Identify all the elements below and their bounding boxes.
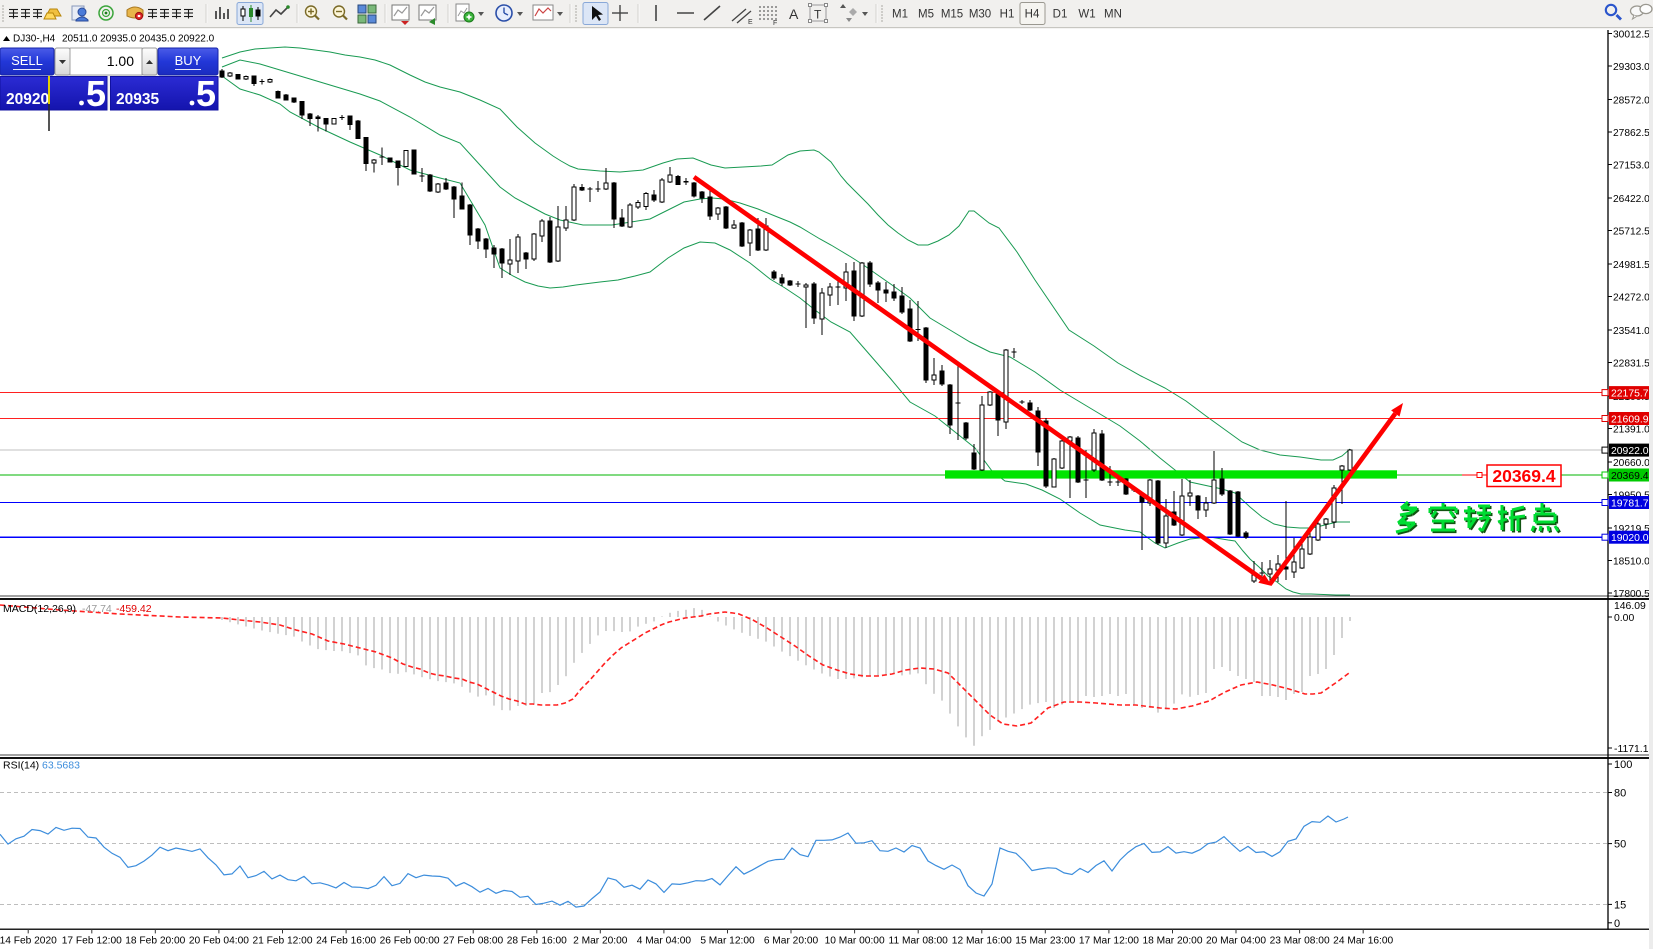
svg-text:21 Feb 12:00: 21 Feb 12:00 [252, 936, 312, 947]
svg-text:D1: D1 [1053, 9, 1068, 21]
svg-text:26422.0: 26422.0 [1613, 194, 1650, 205]
svg-text:MACD(12,26,9): MACD(12,26,9) [3, 603, 76, 615]
svg-text:4 Mar 04:00: 4 Mar 04:00 [637, 936, 692, 947]
svg-text:M5: M5 [918, 9, 934, 21]
svg-text:17 Feb 12:00: 17 Feb 12:00 [62, 936, 122, 947]
svg-text:17 Mar 12:00: 17 Mar 12:00 [1079, 936, 1139, 947]
svg-text:26 Feb 00:00: 26 Feb 00:00 [380, 936, 440, 947]
svg-text:A: A [789, 6, 799, 22]
svg-text:27153.0: 27153.0 [1613, 160, 1650, 171]
svg-text:E: E [748, 19, 753, 26]
svg-text:5: 5 [196, 73, 216, 114]
svg-text:20660.0: 20660.0 [1613, 458, 1650, 469]
svg-text:11 Mar 08:00: 11 Mar 08:00 [889, 936, 949, 947]
svg-text:RSI(14): RSI(14) [3, 760, 39, 772]
svg-text:H4: H4 [1025, 9, 1040, 21]
svg-text:19781.7: 19781.7 [1611, 498, 1649, 509]
svg-text:W1: W1 [1078, 9, 1095, 21]
svg-text:0: 0 [1614, 918, 1620, 930]
svg-text:H1: H1 [1000, 9, 1015, 21]
svg-text:20 Mar 04:00: 20 Mar 04:00 [1206, 936, 1266, 947]
svg-text:24272.0: 24272.0 [1613, 292, 1650, 303]
svg-text:5 Mar 12:00: 5 Mar 12:00 [700, 936, 755, 947]
svg-text:2 Mar 20:00: 2 Mar 20:00 [573, 936, 628, 947]
svg-text:80: 80 [1614, 788, 1626, 800]
svg-text:19020.0: 19020.0 [1611, 533, 1649, 544]
svg-text:18 Feb 20:00: 18 Feb 20:00 [125, 936, 185, 947]
svg-text:25712.5: 25712.5 [1613, 226, 1650, 237]
svg-text:18 Mar 20:00: 18 Mar 20:00 [1142, 936, 1202, 947]
svg-text:28 Feb 16:00: 28 Feb 16:00 [507, 936, 567, 947]
svg-text:19950.5: 19950.5 [1613, 490, 1650, 501]
svg-text:27862.5: 27862.5 [1613, 128, 1650, 139]
svg-text:SELL: SELL [11, 53, 43, 68]
svg-text:15 Mar 23:00: 15 Mar 23:00 [1015, 936, 1075, 947]
svg-text:20369.4: 20369.4 [1492, 466, 1556, 486]
svg-text:20 Feb 04:00: 20 Feb 04:00 [189, 936, 249, 947]
svg-text:BUY: BUY [175, 53, 202, 68]
svg-text:22831.5: 22831.5 [1613, 358, 1650, 369]
svg-text:21609.9: 21609.9 [1611, 414, 1649, 425]
svg-text:1.00: 1.00 [107, 53, 134, 69]
svg-text:15: 15 [1614, 899, 1626, 911]
svg-text:18510.0: 18510.0 [1613, 556, 1650, 567]
svg-text:23541.0: 23541.0 [1613, 326, 1650, 337]
svg-text:24 Feb 16:00: 24 Feb 16:00 [316, 936, 376, 947]
svg-text:5: 5 [86, 73, 106, 114]
svg-text:20920: 20920 [6, 91, 49, 108]
svg-text:50: 50 [1614, 839, 1626, 851]
svg-text:10 Mar 00:00: 10 Mar 00:00 [825, 936, 885, 947]
svg-text:14 Feb 2020: 14 Feb 2020 [0, 936, 57, 947]
svg-text:24981.5: 24981.5 [1613, 260, 1650, 271]
svg-text:20935: 20935 [116, 91, 159, 108]
svg-text:MN: MN [1104, 9, 1122, 21]
svg-text:20511.0 20935.0 20435.0 20922.: 20511.0 20935.0 20435.0 20922.0 [62, 34, 215, 45]
svg-text:-47.74: -47.74 [82, 603, 112, 615]
svg-text:DJ30-,H4: DJ30-,H4 [13, 34, 56, 45]
svg-text:M30: M30 [969, 9, 991, 21]
svg-text:27 Feb 08:00: 27 Feb 08:00 [443, 936, 503, 947]
svg-text:-1171.13: -1171.13 [1614, 744, 1653, 755]
svg-text:20369.4: 20369.4 [1611, 471, 1649, 482]
svg-text:T: T [814, 8, 822, 22]
svg-text:-459.42: -459.42 [116, 603, 152, 615]
svg-text:29303.0: 29303.0 [1613, 62, 1650, 73]
svg-text:100: 100 [1614, 759, 1632, 771]
svg-text:24 Mar 16:00: 24 Mar 16:00 [1333, 936, 1393, 947]
svg-text:F: F [773, 20, 777, 27]
svg-text:21391.0: 21391.0 [1613, 424, 1650, 435]
svg-text:30012.5: 30012.5 [1613, 29, 1650, 40]
svg-text:0.00: 0.00 [1614, 613, 1634, 624]
svg-text:6 Mar 20:00: 6 Mar 20:00 [764, 936, 819, 947]
svg-text:146.09: 146.09 [1614, 601, 1646, 612]
svg-text:22175.7: 22175.7 [1611, 389, 1649, 400]
svg-text:19219.5: 19219.5 [1613, 524, 1650, 535]
svg-text:12 Mar 16:00: 12 Mar 16:00 [952, 936, 1012, 947]
svg-text:28572.0: 28572.0 [1613, 95, 1650, 106]
svg-text:M15: M15 [941, 9, 963, 21]
svg-text:23 Mar 08:00: 23 Mar 08:00 [1270, 936, 1330, 947]
svg-text:M1: M1 [892, 9, 908, 21]
svg-text:20922.0: 20922.0 [1611, 446, 1649, 457]
svg-text:63.5683: 63.5683 [42, 760, 80, 772]
svg-text:17800.5: 17800.5 [1613, 589, 1650, 600]
